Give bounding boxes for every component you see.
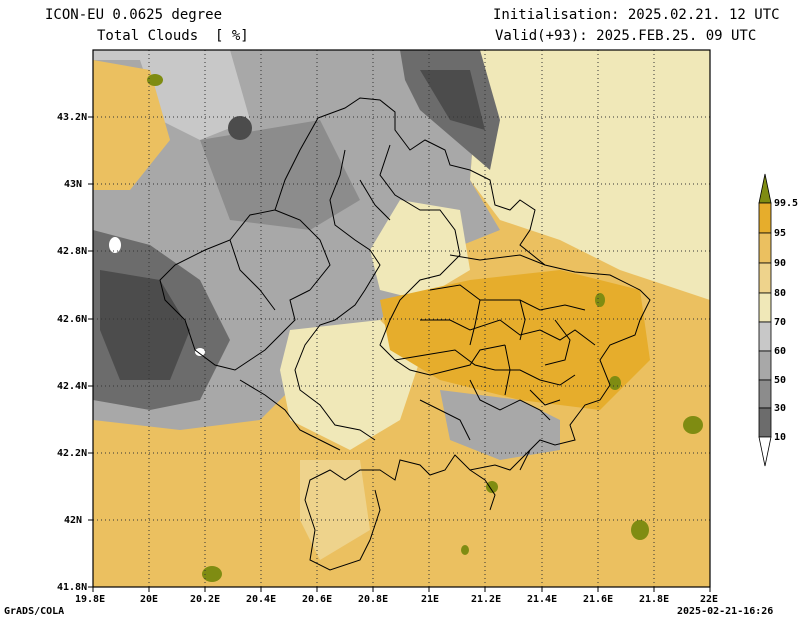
variable-title: Total Clouds [ %] bbox=[97, 28, 249, 44]
lon-tick-label: 21.4E bbox=[527, 594, 558, 605]
lat-tick-label: 42.4N bbox=[57, 381, 88, 392]
lon-tick-label: 20.4E bbox=[246, 594, 277, 605]
borders bbox=[159, 97, 651, 571]
gridlines bbox=[93, 50, 710, 587]
lat-tick-label: 42N bbox=[64, 515, 83, 526]
lat-tick-label: 41.8N bbox=[57, 582, 88, 593]
credit-left: GrADS/COLA bbox=[4, 606, 65, 617]
colorbar-label: 30 bbox=[774, 403, 787, 414]
lon-tick-label: 19.8E bbox=[75, 594, 106, 605]
lon-tick-label: 22E bbox=[700, 594, 719, 605]
colorbar-label: 99.5 bbox=[774, 198, 799, 209]
colorbar-label: 10 bbox=[774, 432, 787, 443]
colorbar-band-95 bbox=[758, 202, 772, 234]
initialisation-time: Initialisation: 2025.02.21. 12 UTC bbox=[493, 7, 780, 23]
colorbar-label: 90 bbox=[774, 258, 787, 269]
colorbar-band-50 bbox=[758, 350, 772, 381]
model-title: ICON-EU 0.0625 degree bbox=[45, 7, 223, 23]
lon-tick-label: 21.6E bbox=[583, 594, 614, 605]
colorbar-band-30 bbox=[758, 379, 772, 409]
colorbar-label: 50 bbox=[774, 375, 787, 386]
colorbar-band-10 bbox=[758, 407, 772, 438]
colorbar-top-arrow bbox=[758, 173, 772, 204]
lon-tick-label: 20E bbox=[140, 594, 159, 605]
lon-tick-label: 20.8E bbox=[358, 594, 389, 605]
credit-right: 2025-02-21-16:26 bbox=[677, 606, 774, 617]
lat-tick-label: 42.6N bbox=[57, 314, 88, 325]
lat-tick-label: 43.2N bbox=[57, 112, 88, 123]
lat-tick-label: 42.2N bbox=[57, 448, 88, 459]
lat-tick-label: 42.8N bbox=[57, 246, 88, 257]
valid-time: Valid(+93): 2025.FEB.25. 09 UTC bbox=[495, 28, 757, 44]
lon-tick-label: 20.2E bbox=[190, 594, 221, 605]
lon-tick-label: 21.2E bbox=[471, 594, 502, 605]
colorbar-label: 60 bbox=[774, 346, 787, 357]
lat-tick-label: 43N bbox=[64, 179, 83, 190]
axis-ticks bbox=[88, 116, 711, 592]
colorbar bbox=[758, 173, 772, 467]
colorbar-band-60 bbox=[758, 321, 772, 352]
colorbar-band-70 bbox=[758, 292, 772, 323]
lon-tick-label: 21E bbox=[421, 594, 440, 605]
colorbar-band-80 bbox=[758, 262, 772, 294]
colorbar-band-90 bbox=[758, 232, 772, 264]
lon-tick-label: 21.8E bbox=[639, 594, 670, 605]
colorbar-label: 70 bbox=[774, 317, 787, 328]
cloud-cover-field bbox=[93, 50, 710, 587]
colorbar-label: 95 bbox=[774, 228, 787, 239]
lon-tick-label: 20.6E bbox=[302, 594, 333, 605]
colorbar-bottom-arrow bbox=[758, 436, 772, 467]
colorbar-label: 80 bbox=[774, 288, 787, 299]
